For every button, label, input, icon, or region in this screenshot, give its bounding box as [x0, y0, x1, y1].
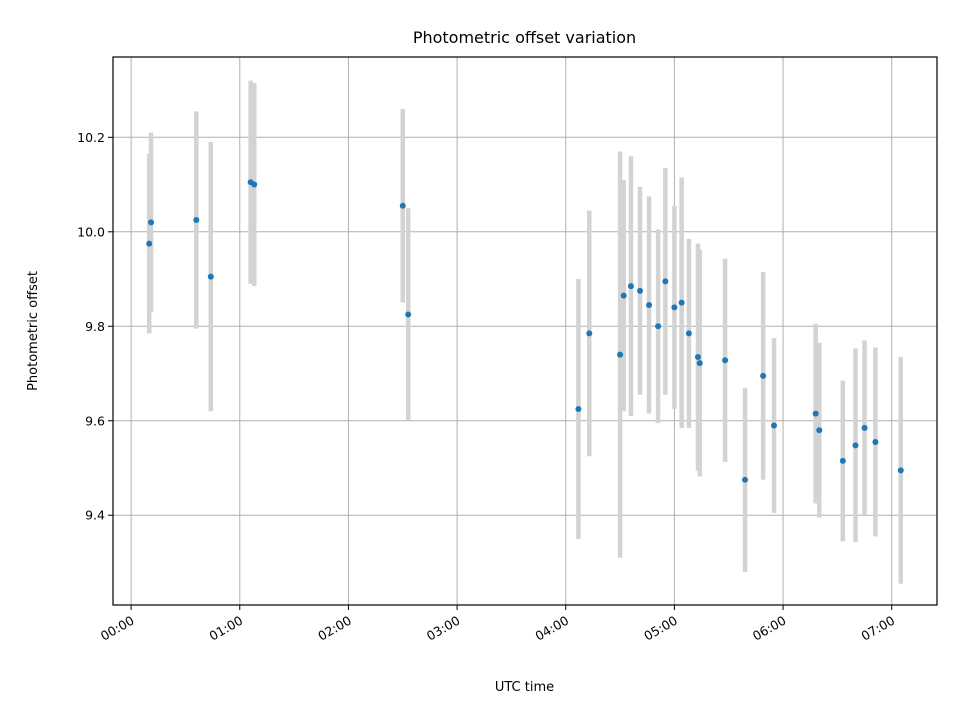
data-point [696, 360, 703, 367]
y-axis-label: Photometric offset [26, 271, 41, 391]
data-point [405, 311, 412, 318]
data-point [812, 410, 819, 417]
data-point [193, 216, 200, 223]
data-point [662, 278, 669, 285]
y-tick-label: 10.0 [77, 224, 105, 239]
y-tick-label: 10.2 [77, 130, 105, 145]
x-tick-label: 07:00 [859, 613, 898, 644]
data-point [852, 442, 859, 449]
data-point [816, 427, 823, 434]
x-tick-label: 01:00 [207, 613, 246, 644]
data-point [671, 304, 678, 311]
data-point [872, 439, 879, 446]
x-axis-label: UTC time [495, 680, 554, 695]
grid [113, 57, 937, 605]
data-point [646, 302, 653, 309]
data-points [146, 179, 904, 483]
data-point [655, 323, 662, 330]
x-tick-label: 03:00 [424, 613, 463, 644]
errorbars [146, 80, 904, 584]
data-point [636, 287, 643, 294]
data-point [148, 219, 155, 226]
x-tick-label: 00:00 [98, 613, 137, 644]
x-tick-label: 05:00 [641, 613, 680, 644]
data-point [742, 476, 749, 483]
data-point [586, 330, 593, 337]
y-tick-label: 9.4 [85, 508, 105, 523]
data-point [771, 422, 778, 429]
data-point [760, 372, 767, 379]
data-point [399, 202, 406, 209]
data-point [897, 467, 904, 474]
data-point [146, 240, 153, 247]
data-point [620, 292, 627, 299]
data-point [617, 351, 624, 358]
data-point [627, 283, 634, 290]
data-point [861, 424, 868, 431]
x-tick-label: 06:00 [750, 613, 789, 644]
plot-frame [112, 56, 938, 606]
data-point [685, 330, 692, 337]
x-tick-label: 02:00 [315, 613, 354, 644]
y-tick-label: 9.8 [85, 319, 105, 334]
data-point [251, 181, 258, 188]
data-point [678, 299, 685, 306]
data-point [207, 273, 214, 280]
data-point [575, 405, 582, 412]
chart-title: Photometric offset variation [413, 28, 636, 47]
y-tick-label: 9.6 [85, 413, 105, 428]
y-axis-ticks: 9.4 9.6 9.8 10.0 10.2 [77, 130, 113, 523]
data-point [839, 457, 846, 464]
data-point [722, 357, 729, 364]
data-point [694, 353, 701, 360]
x-axis-ticks: 00:00 01:00 02:00 03:00 04:00 05:00 06:00 07:00 [98, 605, 897, 644]
x-tick-label: 04:00 [533, 613, 572, 644]
